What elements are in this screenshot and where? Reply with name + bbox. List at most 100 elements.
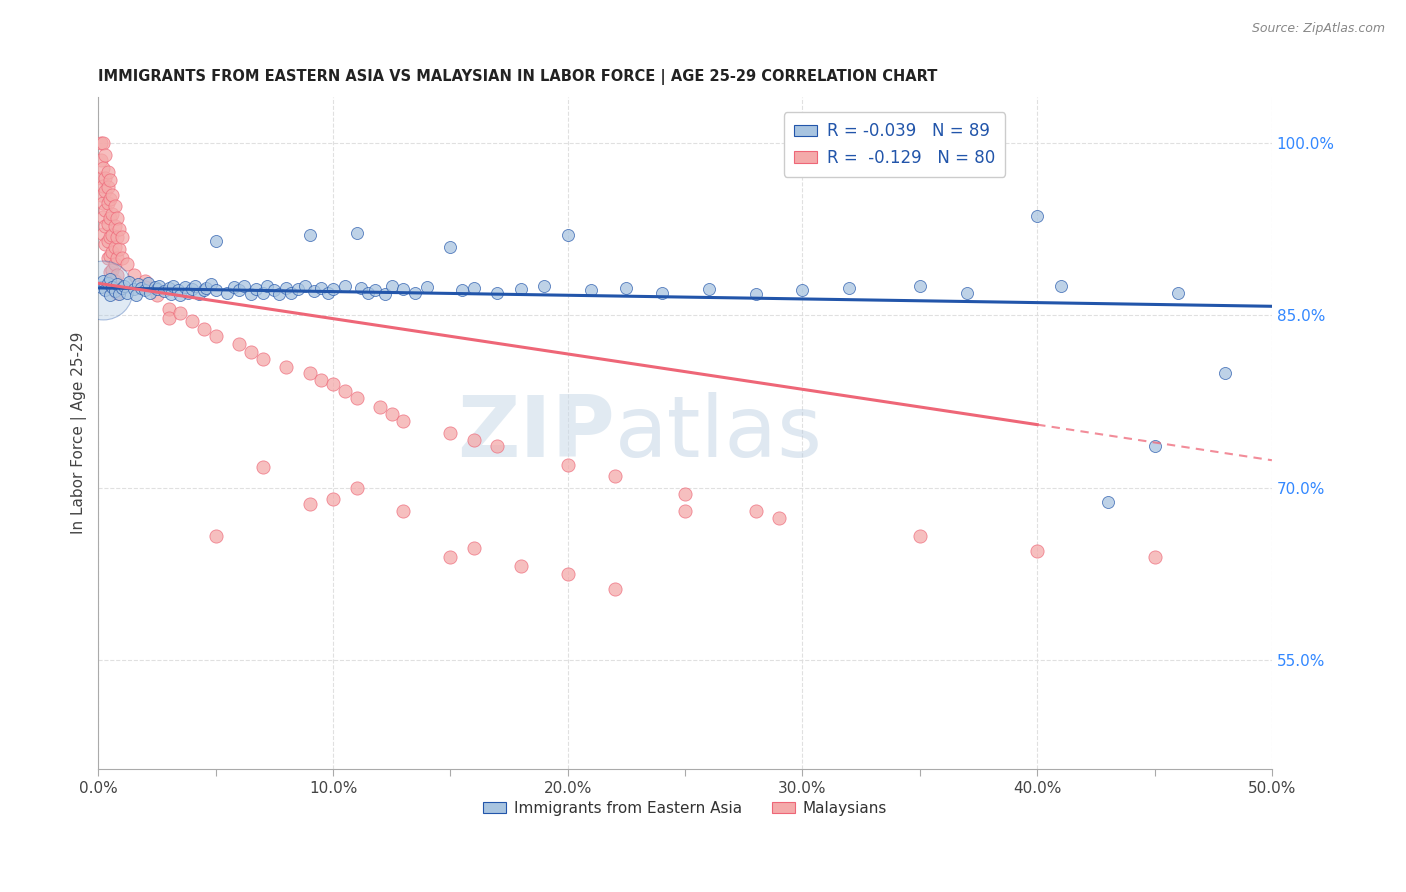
Point (91, 210, 114, 224)
Point (616, 281, 638, 295)
Point (463, 433, 485, 447)
Point (298, 228, 321, 243)
Point (1026, 544, 1049, 558)
Point (603, 582, 626, 596)
Point (1167, 285, 1189, 300)
Point (318, 285, 340, 300)
Point (287, 282, 309, 296)
Point (392, 504, 415, 518)
Point (101, 279, 124, 293)
Point (463, 541, 485, 555)
Point (134, 283, 156, 297)
Point (357, 285, 380, 300)
Point (169, 287, 191, 301)
Point (204, 234, 226, 248)
Point (104, 239, 127, 253)
Point (97, 217, 120, 231)
Legend: Immigrants from Eastern Asia, Malaysians: Immigrants from Eastern Asia, Malaysians (477, 795, 893, 822)
Point (838, 281, 860, 295)
Point (463, 281, 485, 295)
Point (111, 251, 134, 265)
Point (181, 314, 204, 328)
Point (188, 286, 211, 301)
Point (105, 285, 128, 300)
Point (104, 274, 127, 288)
Point (200, 277, 222, 292)
Point (91, 283, 114, 297)
Point (193, 283, 215, 297)
Point (104, 199, 127, 213)
Point (129, 281, 152, 295)
Point (136, 277, 159, 291)
Point (146, 282, 169, 296)
Point (97, 165, 120, 179)
Point (673, 504, 696, 518)
Point (439, 425, 461, 440)
Point (651, 285, 673, 300)
Point (228, 283, 250, 297)
Point (134, 279, 156, 293)
Point (98, 230, 121, 244)
Text: IMMIGRANTS FROM EASTERN ASIA VS MALAYSIAN IN LABOR FORCE | AGE 25-29 CORRELATION: IMMIGRANTS FROM EASTERN ASIA VS MALAYSIA… (98, 69, 938, 85)
Point (581, 283, 603, 297)
Point (108, 242, 131, 256)
Point (104, 257, 127, 271)
Point (111, 230, 134, 244)
Point (1213, 366, 1236, 380)
Point (350, 281, 373, 295)
Point (105, 268, 128, 283)
Point (557, 228, 579, 243)
Point (304, 285, 326, 299)
Point (97, 195, 120, 210)
Point (294, 278, 316, 293)
Point (908, 529, 931, 543)
Point (98, 265, 121, 279)
Point (204, 329, 226, 343)
Point (108, 222, 131, 236)
Point (956, 285, 979, 300)
Point (90, 187, 112, 202)
Point (94, 185, 117, 199)
Point (97, 234, 120, 248)
Point (252, 460, 274, 475)
Point (346, 226, 368, 240)
Point (673, 486, 696, 500)
Point (439, 239, 461, 253)
Point (451, 283, 474, 297)
Point (125, 287, 148, 301)
Point (239, 345, 262, 359)
Point (204, 529, 226, 543)
Point (557, 458, 579, 472)
Point (697, 282, 720, 296)
Point (115, 257, 138, 271)
Point (176, 285, 198, 300)
Point (274, 281, 297, 295)
Point (252, 285, 274, 300)
Point (98, 287, 121, 301)
Point (298, 366, 321, 380)
Point (364, 283, 387, 297)
Point (101, 228, 124, 243)
Point (139, 285, 162, 300)
Point (217, 285, 239, 300)
Point (167, 283, 190, 297)
Point (101, 245, 124, 260)
Point (169, 306, 191, 320)
Point (97, 277, 120, 291)
Point (91, 195, 114, 210)
Point (105, 251, 128, 265)
Point (439, 549, 461, 564)
Point (298, 497, 321, 511)
Text: atlas: atlas (614, 392, 823, 475)
Point (122, 268, 145, 283)
Y-axis label: In Labor Force | Age 25-29: In Labor Force | Age 25-29 (72, 332, 87, 534)
Point (157, 281, 180, 295)
Point (90, 153, 112, 168)
Text: Source: ZipAtlas.com: Source: ZipAtlas.com (1251, 22, 1385, 36)
Point (98, 271, 121, 285)
Point (533, 278, 555, 293)
Point (322, 377, 344, 392)
Point (183, 278, 205, 293)
Point (509, 282, 531, 296)
Point (1026, 209, 1049, 223)
